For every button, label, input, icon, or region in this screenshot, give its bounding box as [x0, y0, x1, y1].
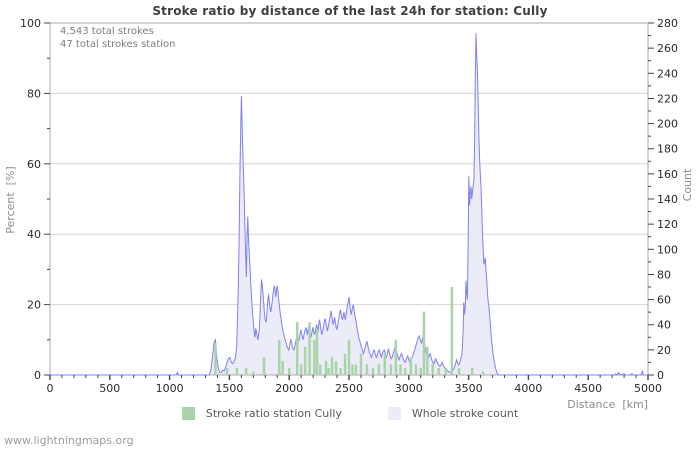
- svg-text:260: 260: [657, 42, 678, 55]
- svg-text:2500: 2500: [335, 382, 363, 395]
- svg-text:5000: 5000: [634, 382, 662, 395]
- legend-item-stroke-count: Whole stroke count: [387, 407, 519, 420]
- svg-text:1000: 1000: [156, 382, 184, 395]
- svg-text:0: 0: [34, 369, 41, 382]
- svg-text:60: 60: [27, 158, 41, 171]
- x-axis-title: Distance [km]: [567, 398, 648, 411]
- svg-text:40: 40: [657, 319, 671, 332]
- svg-text:140: 140: [657, 193, 678, 206]
- svg-text:0: 0: [47, 382, 54, 395]
- svg-text:80: 80: [657, 268, 671, 281]
- svg-text:0: 0: [657, 369, 664, 382]
- svg-text:20: 20: [27, 299, 41, 312]
- watermark-link[interactable]: www.lightningmaps.org: [4, 434, 134, 447]
- svg-text:40: 40: [27, 228, 41, 241]
- legend: Stroke ratio station Cully Whole stroke …: [0, 407, 700, 420]
- y-left-axis-title: Percent [%]: [4, 166, 17, 233]
- svg-text:100: 100: [20, 17, 41, 30]
- legend-label-stroke-count: Whole stroke count: [411, 407, 519, 420]
- svg-text:220: 220: [657, 92, 678, 105]
- svg-text:3500: 3500: [455, 382, 483, 395]
- svg-text:1500: 1500: [215, 382, 243, 395]
- svg-text:100: 100: [657, 243, 678, 256]
- legend-swatch-stroke-ratio: [181, 407, 195, 420]
- y-axis-right: 0 20 40 60 80 100 120 140 160 180 200 220 240 260 280: [648, 17, 678, 382]
- grid-lines: [50, 92, 648, 306]
- svg-text:4000: 4000: [514, 382, 542, 395]
- svg-text:120: 120: [657, 218, 678, 231]
- annotation-total-strokes: 4,543 total strokes: [60, 26, 154, 37]
- svg-text:160: 160: [657, 168, 678, 181]
- legend-swatch-stroke-count: [387, 407, 401, 420]
- svg-text:80: 80: [27, 87, 41, 100]
- svg-text:200: 200: [657, 118, 678, 131]
- series-line-stroke-count: [50, 33, 648, 376]
- svg-text:60: 60: [657, 294, 671, 307]
- annotation-total-strokes-station: 47 total strokes station: [60, 39, 176, 50]
- svg-text:4500: 4500: [574, 382, 602, 395]
- legend-label-stroke-ratio: Stroke ratio station Cully: [205, 407, 342, 420]
- axis-titles: Percent [%] Count Distance [km]: [4, 166, 694, 411]
- svg-text:20: 20: [657, 344, 671, 357]
- y-right-axis-title: Count: [681, 168, 694, 201]
- chart-title: Stroke ratio by distance of the last 24h…: [152, 4, 548, 18]
- x-axis: 0 500 1000 1500 2000 2500 3000 3500 4000 4500 5000: [47, 375, 662, 395]
- y-axis-left: 0 20 40 60 80 100: [20, 17, 50, 382]
- series-area-stroke-count: [50, 33, 648, 375]
- svg-text:280: 280: [657, 17, 678, 30]
- svg-text:240: 240: [657, 67, 678, 80]
- svg-text:2000: 2000: [275, 382, 303, 395]
- svg-text:500: 500: [99, 382, 120, 395]
- legend-item-stroke-ratio: Stroke ratio station Cully: [181, 407, 342, 420]
- series-bars-stroke-ratio: [214, 287, 485, 375]
- svg-text:180: 180: [657, 143, 678, 156]
- svg-text:3000: 3000: [395, 382, 423, 395]
